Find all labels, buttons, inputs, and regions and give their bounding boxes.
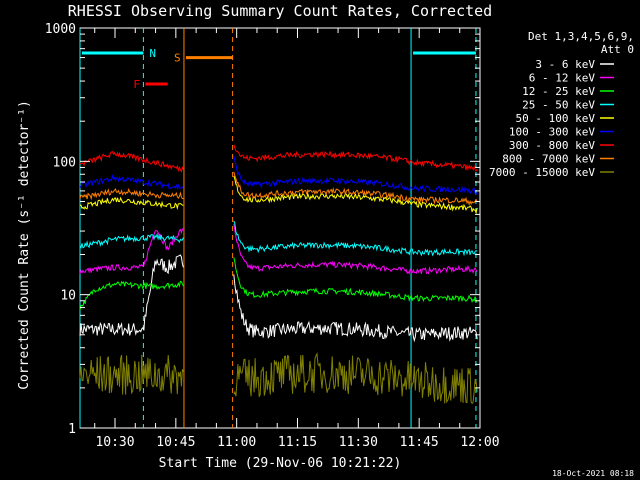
legend-label: 7000 - 15000 keV (489, 166, 595, 179)
footer-date: 18-Oct-2021 08:18 (552, 469, 634, 478)
series-line-2 (79, 228, 184, 274)
chart-title: RHESSI Observing Summary Count Rates, Co… (68, 2, 492, 20)
x-tick-label: 11:30 (339, 435, 378, 450)
legend-label: 800 - 7000 keV (502, 153, 595, 166)
series-line-5 (79, 196, 184, 211)
series-line-4-after-gap (233, 220, 478, 257)
x-axis: 10:30 10:45 11:00 11:15 11:30 11:45 12:00 (94, 28, 500, 450)
series-line-3-after-gap (233, 257, 478, 304)
x-tick-label: 12:00 (460, 435, 499, 450)
legend-label: 300 - 800 keV (509, 139, 595, 152)
y-tick-label: 1 (68, 422, 76, 437)
y-tick-label: 10 (60, 289, 76, 304)
series-line-6-after-gap (233, 155, 478, 195)
flag-label-N: N (149, 47, 156, 60)
series-line-2-after-gap (233, 224, 478, 275)
legend-label: 25 - 50 keV (522, 99, 595, 112)
x-tick-label: 10:30 (95, 435, 134, 450)
series-line-7 (79, 150, 184, 173)
flag-label-F: F (133, 78, 140, 91)
legend-header-1: Det 1,3,4,5,6,9, (528, 30, 634, 43)
y-tick-label: 100 (53, 155, 76, 170)
y-axis: 1 10 100 1000 (45, 22, 480, 437)
x-tick-label: 11:15 (278, 435, 317, 450)
y-axis-label: Corrected Count Rate (s⁻¹ detector⁻¹) (17, 100, 32, 390)
x-tick-label: 11:00 (217, 435, 256, 450)
series-line-9-after-gap (233, 352, 478, 405)
series-line-1 (79, 254, 184, 337)
series-line-7-after-gap (233, 144, 478, 173)
series-line-9 (79, 354, 184, 395)
x-tick-label: 11:45 (400, 435, 439, 450)
series-line-4 (79, 232, 184, 249)
series-line-1-after-gap (233, 274, 478, 343)
legend-header-2: Att 0 (601, 43, 634, 56)
legend-label: 12 - 25 keV (522, 85, 595, 98)
x-axis-label: Start Time (29-Nov-06 10:21:22) (159, 456, 402, 471)
series-line-8 (79, 187, 184, 201)
series-line-3 (79, 280, 184, 311)
legend-label: 6 - 12 keV (529, 72, 596, 85)
series-line-6 (79, 173, 184, 190)
series-line-5-after-gap (233, 175, 478, 215)
legend-label: 50 - 100 keV (516, 112, 596, 125)
series-line-8-after-gap (233, 171, 478, 206)
legend-label: 100 - 300 keV (509, 126, 595, 139)
legend-label: 3 - 6 keV (535, 58, 595, 71)
flag-label-S: S (174, 52, 181, 65)
x-tick-label: 10:45 (156, 435, 195, 450)
y-tick-label: 1000 (45, 22, 76, 37)
plot-area: N S F (79, 27, 481, 429)
